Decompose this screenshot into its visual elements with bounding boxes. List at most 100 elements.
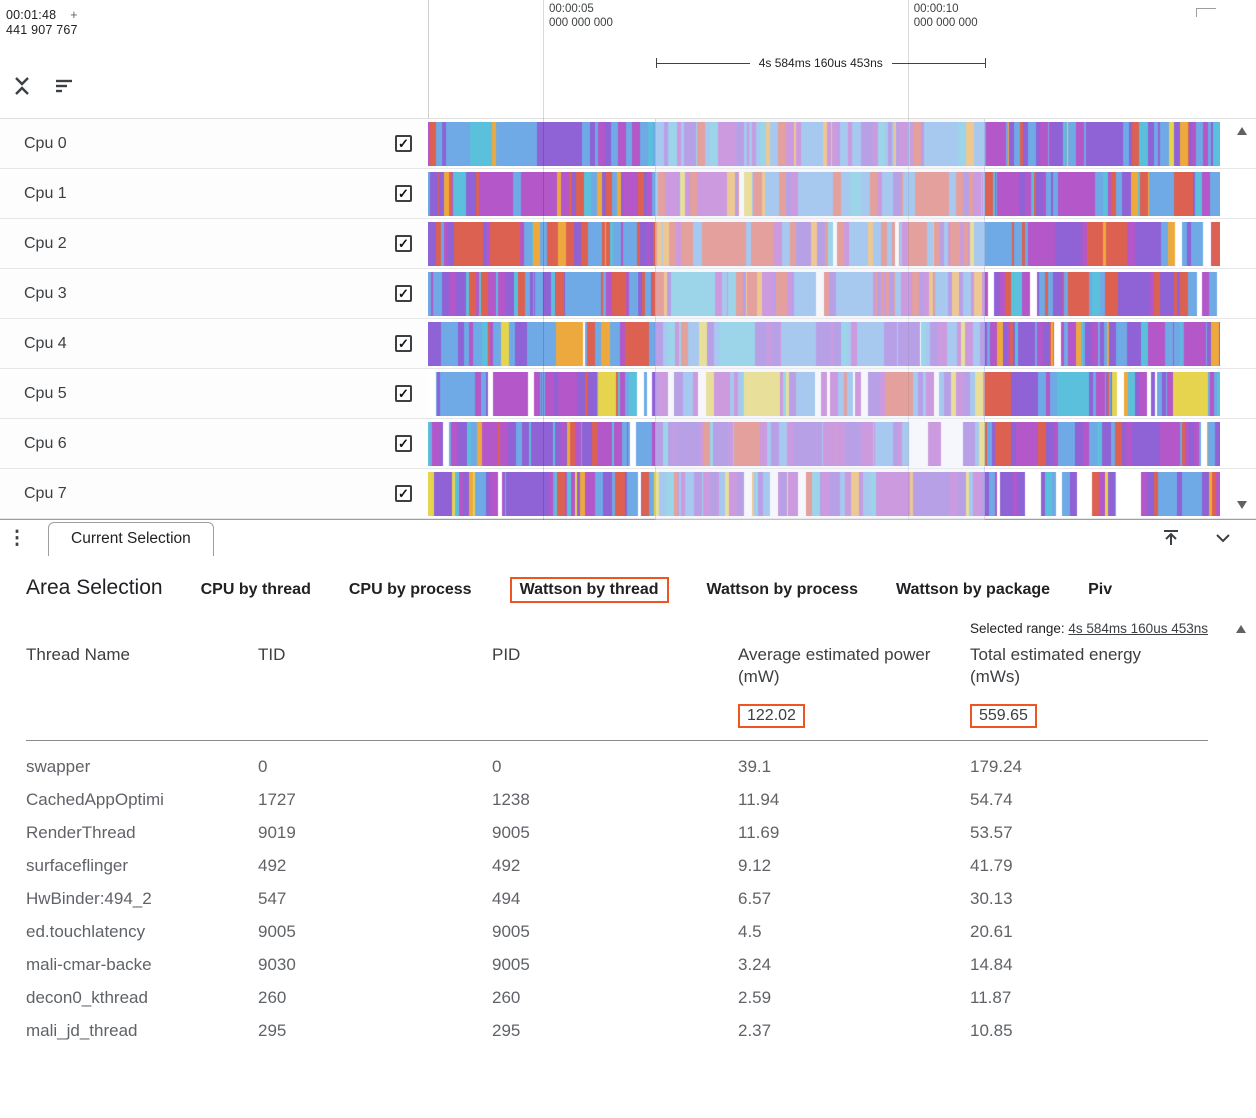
cell-thread: ed.touchlatency	[26, 922, 146, 941]
track-label-cell: Cpu 3 ✓	[0, 269, 428, 318]
track-checkbox[interactable]: ✓	[395, 185, 412, 202]
track-timeline-canvas[interactable]	[428, 121, 1220, 166]
selection-tab-bar: CPU by thread CPU by process Wattson by th…	[200, 577, 1113, 603]
cell-thread: mali-cmar-backe	[26, 955, 152, 974]
column-header: TID	[258, 645, 286, 664]
sort-tracks-icon[interactable]	[52, 74, 76, 98]
total-energy-badge: 559.65	[970, 704, 1037, 728]
selection-span-label: 4s 584ms 160us 453ns	[758, 56, 883, 70]
track-label: Cpu 7	[24, 484, 67, 502]
track-timeline-canvas[interactable]	[428, 171, 1220, 216]
track-timeline-canvas[interactable]	[428, 471, 1220, 516]
cell-total: 179.24	[970, 757, 1022, 776]
cell-tid: 9005	[258, 922, 296, 941]
cell-pid: 9005	[492, 823, 530, 842]
cell-pid: 0	[492, 757, 502, 776]
column-header: Total estimated energy (mWs)	[970, 645, 1142, 686]
cell-avg: 3.24	[738, 955, 772, 974]
page-title: Area Selection	[26, 576, 163, 599]
cell-thread: swapper	[26, 757, 91, 776]
cursor-timestamp: 00:01:48 + 441 907 767	[6, 8, 78, 38]
track-checkbox[interactable]: ✓	[395, 335, 412, 352]
track-checkbox[interactable]: ✓	[395, 135, 412, 152]
track-label: Cpu 5	[24, 384, 67, 402]
column-header: Average estimated power (mW)	[738, 645, 931, 686]
time-ruler[interactable]: 4s 584ms 160us 453ns 00:00:05 000 000 000…	[428, 0, 1222, 119]
cell-pid: 9005	[492, 922, 530, 941]
panel-tab-cpu-by-process[interactable]: CPU by process	[348, 581, 472, 598]
track-checkbox[interactable]: ✓	[395, 435, 412, 452]
track-label-cell: Cpu 0 ✓	[0, 119, 428, 168]
cell-tid: 1727	[258, 790, 296, 809]
collapse-panel-icon[interactable]	[1212, 527, 1234, 549]
track-toolbar	[10, 74, 76, 98]
panel-tab-wattson-by-thread[interactable]: Wattson by thread	[509, 577, 669, 603]
cell-avg: 4.5	[738, 922, 762, 941]
cell-avg: 6.57	[738, 889, 772, 908]
panel-tab-wattson-by-package[interactable]: Wattson by package	[895, 581, 1051, 598]
clipped-time-marker	[1196, 8, 1216, 17]
cell-total: 14.84	[970, 955, 1013, 974]
track-timeline-canvas[interactable]	[428, 371, 1220, 416]
track-row: Cpu 4 ✓	[0, 319, 1256, 369]
cell-total: 54.74	[970, 790, 1013, 809]
cell-avg: 39.1	[738, 757, 772, 776]
table-row: HwBinder:494_2 547 494 6.57 30.13	[26, 882, 1208, 915]
track-checkbox[interactable]: ✓	[395, 485, 412, 502]
column-header: Thread Name	[26, 645, 130, 664]
cell-pid: 494	[492, 889, 521, 908]
track-label: Cpu 1	[24, 184, 67, 202]
cell-tid: 0	[258, 757, 268, 776]
panel-tab-wattson-by-process[interactable]: Wattson by process	[706, 581, 858, 598]
track-timeline-canvas[interactable]	[428, 321, 1220, 366]
track-label: Cpu 4	[24, 334, 67, 352]
track-label-cell: Cpu 5 ✓	[0, 369, 428, 418]
cell-avg: 11.69	[738, 823, 780, 842]
expand-panel-to-top-icon[interactable]	[1160, 527, 1182, 549]
cell-pid: 492	[492, 856, 521, 875]
cell-total: 53.57	[970, 823, 1013, 842]
table-summary-row: 122.02 559.65	[26, 704, 1208, 741]
tab-current-selection[interactable]: Current Selection	[48, 522, 214, 556]
track-label-cell: Cpu 1 ✓	[0, 169, 428, 218]
track-label-cell: Cpu 2 ✓	[0, 219, 428, 268]
track-timeline-canvas[interactable]	[428, 221, 1220, 266]
table-scroll-up-icon[interactable]	[1236, 625, 1246, 633]
cell-total: 20.61	[970, 922, 1013, 941]
time-marker-label: 00:00:05 000 000 000	[548, 3, 613, 29]
area-selection-header: Area Selection CPU by thread CPU by proce…	[0, 556, 1256, 613]
track-timeline-canvas[interactable]	[428, 271, 1220, 316]
track-timeline-canvas[interactable]	[428, 421, 1220, 466]
track-label: Cpu 2	[24, 234, 67, 252]
selected-range-value[interactable]: 4s 584ms 160us 453ns	[1068, 621, 1208, 636]
table-row: surfaceflinger 492 492 9.12 41.79	[26, 849, 1208, 882]
track-row: Cpu 0 ✓	[0, 119, 1256, 169]
cell-pid: 260	[492, 988, 521, 1007]
track-checkbox[interactable]: ✓	[395, 235, 412, 252]
table-row: CachedAppOptimi 1727 1238 11.94 54.74	[26, 783, 1208, 816]
track-checkbox[interactable]: ✓	[395, 385, 412, 402]
cursor-time: 00:01:48	[6, 8, 57, 22]
track-checkbox[interactable]: ✓	[395, 285, 412, 302]
collapse-tracks-icon[interactable]	[10, 74, 34, 98]
track-label: Cpu 6	[24, 434, 67, 452]
panel-controls	[1160, 527, 1256, 549]
cpu-track-list: Cpu 0 ✓ Cpu 1 ✓ Cpu 2 ✓ Cpu 3 ✓ Cpu 4 ✓ Cpu 5 ✓ Cpu …	[0, 119, 1256, 519]
avg-power-total-badge: 122.02	[738, 704, 805, 728]
track-label: Cpu 3	[24, 284, 67, 302]
tracks-scroll-up-icon[interactable]	[1237, 127, 1247, 135]
track-label-cell: Cpu 6 ✓	[0, 419, 428, 468]
cell-total: 11.87	[970, 988, 1012, 1007]
panel-menu-icon[interactable]: ⋮	[7, 527, 27, 549]
panel-tab-cpu-by-thread[interactable]: CPU by thread	[200, 581, 311, 598]
track-row: Cpu 7 ✓	[0, 469, 1256, 519]
cell-tid: 9030	[258, 955, 296, 974]
panel-tab-piv[interactable]: Piv	[1088, 581, 1113, 598]
cursor-plus: +	[70, 8, 78, 22]
time-marker-label: 00:00:10 000 000 000	[913, 3, 978, 29]
tracks-scroll-down-icon[interactable]	[1237, 501, 1247, 509]
track-label: Cpu 0	[24, 134, 67, 152]
track-label-cell: Cpu 7 ✓	[0, 469, 428, 518]
cell-avg: 2.59	[738, 988, 772, 1007]
